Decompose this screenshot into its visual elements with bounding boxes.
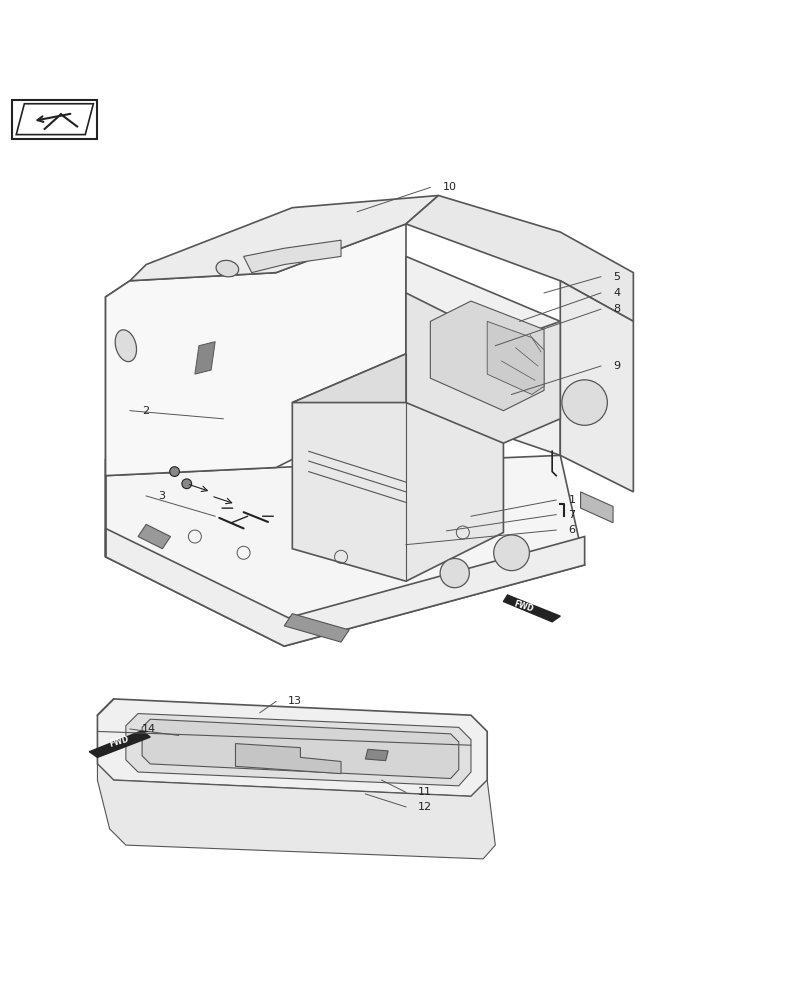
Text: 1: 1 bbox=[568, 495, 575, 505]
Polygon shape bbox=[105, 455, 584, 646]
Polygon shape bbox=[142, 719, 458, 779]
Text: 11: 11 bbox=[418, 787, 431, 797]
Circle shape bbox=[440, 558, 469, 588]
FancyBboxPatch shape bbox=[12, 100, 97, 139]
Polygon shape bbox=[406, 196, 633, 321]
Text: 14: 14 bbox=[142, 724, 156, 734]
Polygon shape bbox=[292, 354, 503, 581]
Text: 13: 13 bbox=[288, 696, 302, 706]
Text: 6: 6 bbox=[568, 525, 575, 535]
Polygon shape bbox=[235, 744, 341, 774]
Polygon shape bbox=[105, 224, 406, 476]
Ellipse shape bbox=[115, 330, 136, 362]
Text: 9: 9 bbox=[612, 361, 620, 371]
Text: 2: 2 bbox=[142, 406, 149, 416]
Polygon shape bbox=[406, 256, 560, 455]
Polygon shape bbox=[195, 342, 215, 374]
Polygon shape bbox=[243, 240, 341, 273]
Text: 3: 3 bbox=[158, 491, 165, 501]
Polygon shape bbox=[130, 196, 438, 281]
Circle shape bbox=[561, 380, 607, 425]
Text: 4: 4 bbox=[612, 288, 620, 298]
Text: 10: 10 bbox=[442, 182, 456, 192]
Circle shape bbox=[493, 535, 529, 571]
Polygon shape bbox=[16, 104, 93, 135]
Polygon shape bbox=[580, 492, 612, 523]
Ellipse shape bbox=[216, 260, 238, 277]
Polygon shape bbox=[97, 764, 495, 859]
Polygon shape bbox=[503, 595, 560, 622]
Circle shape bbox=[182, 479, 191, 489]
Polygon shape bbox=[97, 699, 487, 796]
Text: 5: 5 bbox=[612, 272, 620, 282]
Polygon shape bbox=[560, 281, 633, 492]
Polygon shape bbox=[430, 301, 543, 411]
Polygon shape bbox=[138, 524, 170, 549]
Text: FWD: FWD bbox=[109, 735, 130, 749]
Polygon shape bbox=[292, 354, 503, 403]
Polygon shape bbox=[105, 281, 130, 557]
Text: 7: 7 bbox=[568, 510, 575, 520]
Text: 8: 8 bbox=[612, 304, 620, 314]
Polygon shape bbox=[406, 293, 560, 443]
Polygon shape bbox=[487, 321, 543, 394]
Text: FWD: FWD bbox=[513, 599, 534, 614]
Polygon shape bbox=[105, 528, 584, 646]
Text: 12: 12 bbox=[418, 802, 431, 812]
Polygon shape bbox=[284, 614, 349, 642]
Polygon shape bbox=[126, 714, 470, 786]
Polygon shape bbox=[365, 749, 388, 761]
Polygon shape bbox=[89, 731, 150, 757]
Circle shape bbox=[169, 467, 179, 476]
